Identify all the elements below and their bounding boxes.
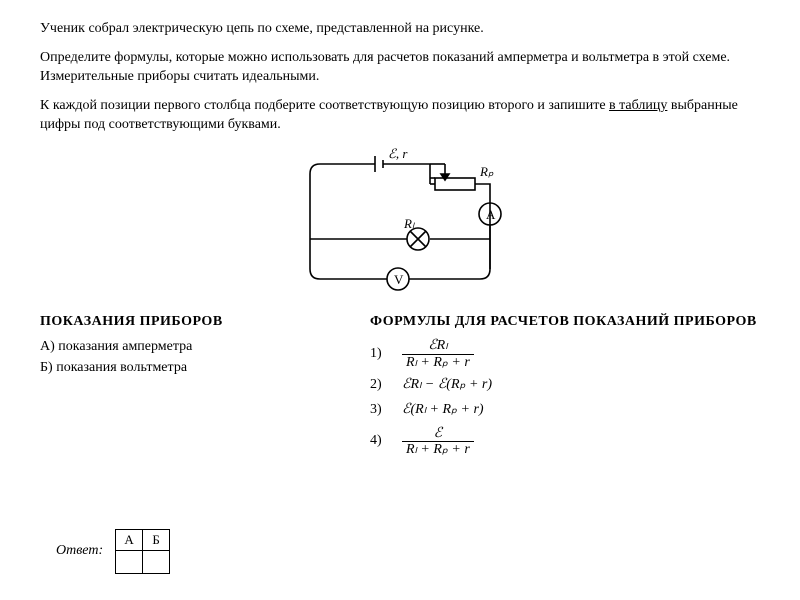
two-columns: ПОКАЗАНИЯ ПРИБОРОВ А) показания ампермет… <box>40 313 760 463</box>
page: Ученик собрал электрическую цепь по схем… <box>0 0 800 600</box>
circuit-diagram: ℰ, r Rₚ Rₗ A V <box>280 144 520 299</box>
formula-expr-2: ℰRₗ − ℰ(Rₚ + r) <box>402 376 492 395</box>
option-a: А) показания амперметра <box>40 338 340 357</box>
formula-3: 3) ℰ(Rₗ + Rₚ + r) <box>370 401 760 420</box>
answer-block: Ответ: А Б <box>56 529 170 574</box>
answer-cell-a[interactable] <box>116 551 143 574</box>
formula-1-den: Rₗ + Rₚ + r <box>402 355 474 370</box>
right-column: ФОРМУЛЫ ДЛЯ РАСЧЕТОВ ПОКАЗАНИЙ ПРИБОРОВ … <box>370 313 760 463</box>
answer-cell-b[interactable] <box>143 551 170 574</box>
right-heading: ФОРМУЛЫ ДЛЯ РАСЧЕТОВ ПОКАЗАНИЙ ПРИБОРОВ <box>370 313 760 332</box>
paragraph-3: К каждой позиции первого столбца подбери… <box>40 97 760 135</box>
p3-underline: в таблицу <box>609 98 667 113</box>
circuit-voltmeter-label: V <box>394 272 404 287</box>
circuit-ammeter-label: A <box>486 207 496 222</box>
formula-frac-1: ℰRₗ Rₗ + Rₚ + r <box>402 338 474 370</box>
formula-4: 4) ℰ Rₗ + Rₚ + r <box>370 426 760 458</box>
circuit-rp-label: Rₚ <box>479 164 494 179</box>
formula-num-1: 1) <box>370 345 392 364</box>
formula-4-num: ℰ <box>402 426 474 442</box>
left-column: ПОКАЗАНИЯ ПРИБОРОВ А) показания ампермет… <box>40 313 340 463</box>
formula-expr-3: ℰ(Rₗ + Rₚ + r) <box>402 401 484 420</box>
formula-frac-4: ℰ Rₗ + Rₚ + r <box>402 426 474 458</box>
formula-2: 2) ℰRₗ − ℰ(Rₚ + r) <box>370 376 760 395</box>
formula-4-den: Rₗ + Rₚ + r <box>402 442 474 457</box>
p3-part-a: К каждой позиции первого столбца подбери… <box>40 98 609 113</box>
formula-num-4: 4) <box>370 432 392 451</box>
circuit-emf-label: ℰ, r <box>388 146 408 161</box>
answer-head-a: А <box>116 530 143 551</box>
formula-1: 1) ℰRₗ Rₗ + Rₚ + r <box>370 338 760 370</box>
option-b: Б) показания вольтметра <box>40 359 340 378</box>
answer-label: Ответ: <box>56 542 103 561</box>
answer-head-b: Б <box>143 530 170 551</box>
formula-num-3: 3) <box>370 401 392 420</box>
paragraph-1: Ученик собрал электрическую цепь по схем… <box>40 20 760 39</box>
formula-1-num: ℰRₗ <box>402 338 474 354</box>
left-heading: ПОКАЗАНИЯ ПРИБОРОВ <box>40 313 340 332</box>
answer-table: А Б <box>115 529 170 574</box>
circuit-rl-label: Rₗ <box>403 216 415 231</box>
paragraph-2: Определите формулы, которые можно исполь… <box>40 49 760 87</box>
formula-num-2: 2) <box>370 376 392 395</box>
